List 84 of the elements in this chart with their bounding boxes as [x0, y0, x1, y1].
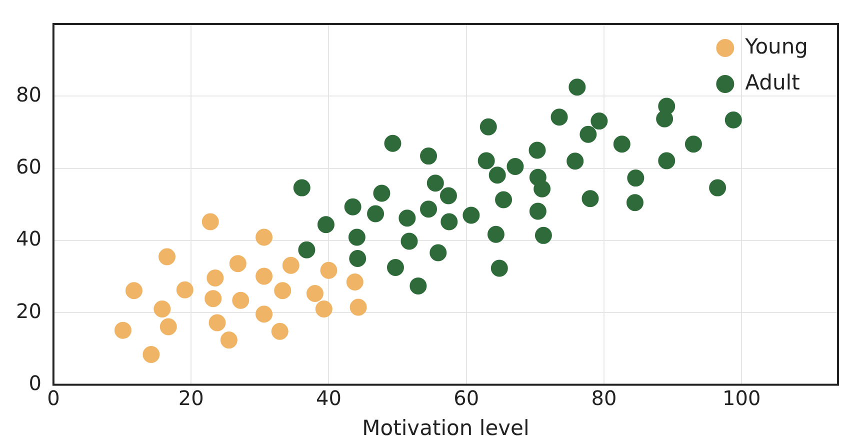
point [488, 166, 506, 184]
point [506, 158, 524, 176]
point [528, 142, 546, 159]
x-tick-label: 20 [178, 386, 204, 410]
point [568, 78, 586, 96]
point [315, 300, 332, 318]
x-axis-title: Motivation level [362, 416, 530, 440]
point [206, 270, 224, 287]
point [724, 111, 742, 128]
point [529, 202, 546, 220]
point [367, 205, 384, 222]
point [386, 259, 404, 276]
x-tick-label: 100 [722, 386, 761, 410]
point [495, 191, 512, 208]
point [282, 256, 300, 274]
point [534, 226, 552, 244]
point [658, 152, 676, 170]
point [384, 134, 402, 152]
point [534, 180, 551, 198]
point [658, 98, 676, 115]
point [229, 255, 246, 272]
point [490, 260, 508, 277]
point [582, 190, 599, 208]
point [160, 318, 177, 336]
point [114, 322, 132, 339]
point [462, 206, 480, 224]
point [627, 170, 644, 187]
point [344, 198, 362, 216]
point [440, 187, 457, 204]
point [125, 282, 142, 300]
point [176, 281, 194, 298]
point [410, 277, 427, 294]
point [306, 285, 324, 302]
point [480, 118, 497, 136]
point [220, 332, 238, 349]
point [142, 346, 160, 363]
point [426, 174, 444, 192]
point [440, 213, 458, 230]
point [487, 226, 504, 243]
point [430, 244, 447, 262]
point [398, 210, 416, 227]
point [373, 184, 390, 202]
point [274, 282, 292, 300]
point [320, 262, 338, 279]
point [158, 248, 176, 266]
y-tick-label: 40 [16, 226, 42, 251]
point [550, 108, 568, 126]
point [271, 322, 288, 340]
point [256, 306, 273, 323]
point [348, 228, 366, 246]
y-tick-label: 20 [16, 298, 42, 323]
point [478, 152, 495, 170]
point [626, 194, 644, 212]
point [202, 213, 219, 230]
x-tick-label: 60 [454, 386, 480, 410]
point [232, 292, 250, 309]
point [204, 290, 222, 308]
point [709, 179, 726, 196]
point [684, 136, 702, 153]
point [256, 268, 273, 285]
y-tick-label: 0 [28, 371, 42, 396]
point [208, 314, 226, 332]
y-tick-label: 80 [16, 82, 42, 106]
point [613, 136, 630, 153]
point [317, 216, 334, 234]
point [349, 250, 366, 268]
point [400, 232, 418, 250]
point [580, 126, 597, 143]
point [298, 241, 316, 258]
x-tick-label: 0 [47, 386, 60, 410]
point [350, 298, 367, 316]
point [420, 148, 438, 165]
point [566, 152, 584, 170]
point [293, 179, 310, 196]
point [420, 200, 438, 218]
legend-label: Young [744, 34, 808, 58]
x-tick-label: 40 [316, 386, 342, 410]
point [256, 228, 273, 246]
legend-label: Adult [745, 70, 800, 94]
point [590, 112, 608, 130]
x-tick-label: 80 [591, 386, 617, 410]
y-tick-label: 60 [16, 154, 42, 179]
point [154, 300, 171, 318]
point [346, 273, 364, 290]
